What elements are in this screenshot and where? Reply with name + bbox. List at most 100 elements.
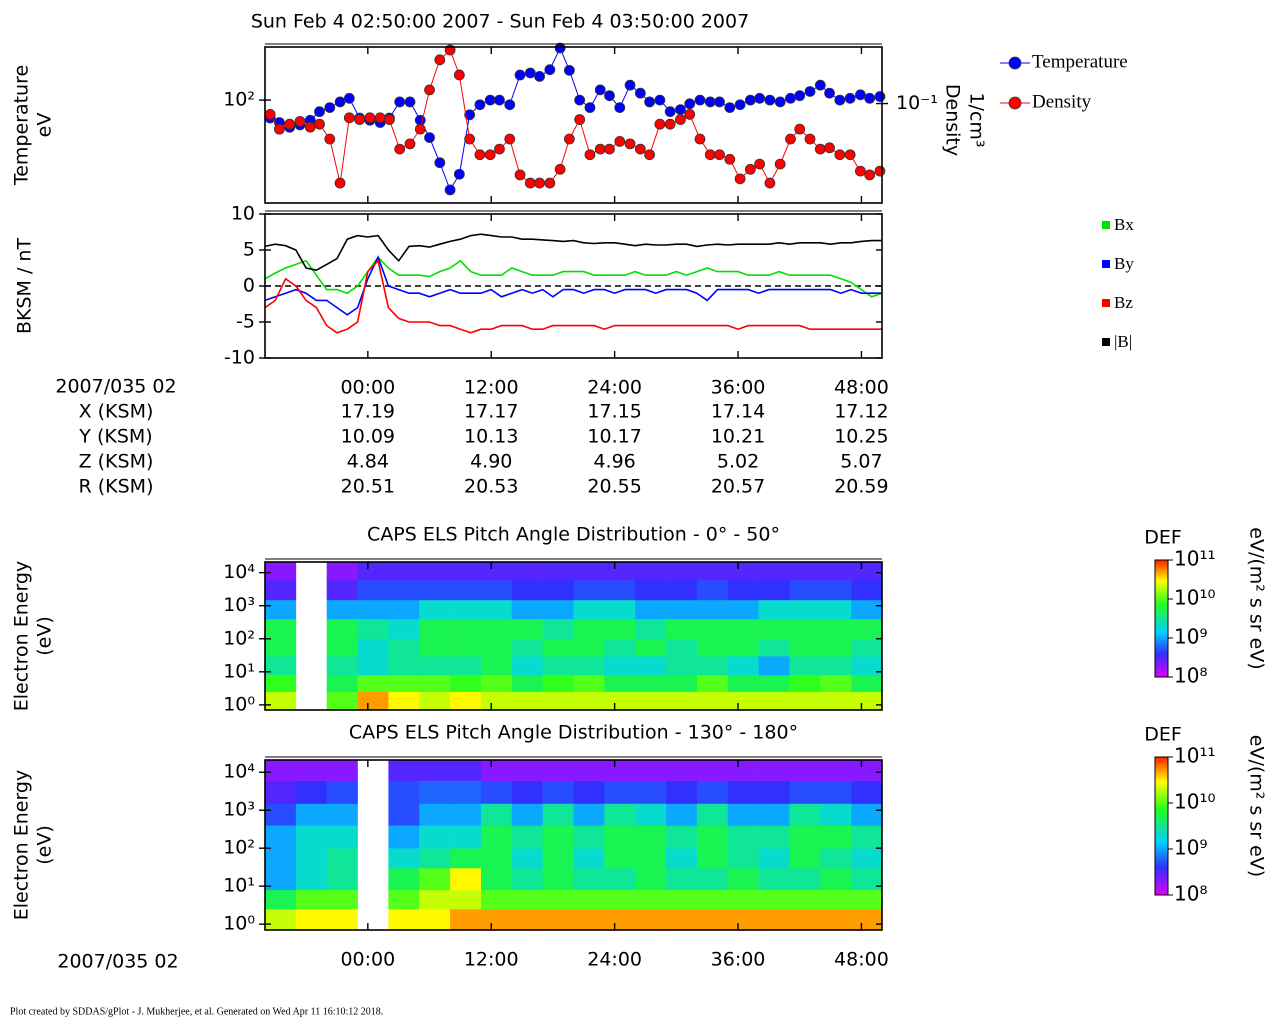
heat-cell: [727, 579, 759, 601]
heat-cell: [480, 889, 513, 910]
colorbar-tick-label: 10⁹: [1174, 836, 1207, 860]
heat-cell: [326, 618, 358, 640]
heat-cell: [480, 760, 513, 781]
heat-cell: [789, 848, 821, 869]
data-point: [724, 153, 736, 165]
data-point: [855, 89, 866, 101]
heat-cell: [789, 675, 821, 693]
data-point: [563, 64, 575, 76]
data-point: [424, 84, 435, 96]
data-point: [804, 86, 816, 97]
heat-cell: [758, 889, 790, 910]
heat-cell: [635, 579, 667, 601]
heat-cell: [789, 562, 821, 581]
data-point: [774, 158, 786, 170]
heat-cell: [450, 599, 482, 620]
heat-cell: [450, 656, 482, 676]
heat-cell: [727, 618, 759, 640]
heat-cell: [666, 562, 698, 581]
y-tick-label: -5: [236, 311, 255, 333]
data-point: [834, 94, 846, 106]
heat-cell: [635, 638, 667, 657]
heat-cell: [388, 889, 420, 910]
heat-cell: [820, 579, 852, 601]
heat-cell: [666, 691, 698, 711]
data-point: [644, 96, 655, 108]
heat-cell: [511, 803, 543, 826]
heat-cell: [480, 618, 513, 640]
data-point: [404, 138, 416, 150]
heat-cell: [696, 599, 729, 620]
heat-cell: [265, 825, 297, 849]
data-point: [724, 102, 736, 114]
colorbar-tick-label: 10⁹: [1174, 625, 1207, 649]
heat-cell: [696, 780, 729, 804]
heat-cell: [758, 618, 790, 640]
heat-cell: [388, 760, 420, 781]
heat-cell: [666, 909, 698, 931]
heat-cell: [851, 803, 883, 826]
heat-cell: [388, 656, 420, 676]
plot-title: Sun Feb 4 02:50:00 2007 - Sun Feb 4 03:5…: [251, 11, 749, 33]
heat-cell: [758, 803, 790, 826]
heat-cell: [542, 618, 574, 640]
heat-cell: [419, 599, 451, 620]
heat-cell: [542, 803, 574, 826]
heat-cell: [295, 909, 327, 931]
data-point: [684, 108, 696, 120]
ephemeris-label: R (KSM): [79, 476, 154, 498]
data-point: [844, 149, 856, 161]
heat-cell: [820, 599, 852, 620]
heat-cell: [295, 848, 327, 869]
heat-cell: [419, 562, 451, 581]
data-point: [785, 133, 796, 145]
data-point: [544, 64, 556, 76]
legend-label: Bx: [1114, 215, 1134, 234]
heat-cell: [604, 675, 636, 693]
data-point: [494, 143, 505, 155]
heat-cell: [666, 868, 698, 891]
heat-cell: [450, 868, 482, 891]
heat-cell: [604, 562, 636, 581]
heat-cell: [666, 638, 698, 657]
heat-cell: [573, 675, 605, 693]
heat-cell: [357, 579, 389, 601]
heat-cell: [542, 691, 574, 711]
heat-cell: [450, 691, 482, 711]
data-point: [574, 114, 586, 125]
heat-cell: [758, 675, 790, 693]
data-point: [794, 123, 806, 135]
heat-cell: [604, 579, 636, 601]
data-point: [754, 92, 766, 104]
data-point: [874, 165, 886, 177]
data-point: [744, 94, 756, 106]
heat-cell: [388, 825, 420, 849]
heat-cell: [696, 656, 729, 676]
y-tick-label: 10¹: [223, 875, 255, 897]
heat-cell: [820, 618, 852, 640]
legend-marker: [1008, 56, 1022, 70]
heat-cell: [727, 848, 759, 869]
heat-cell: [696, 909, 729, 931]
data-point: [334, 177, 346, 189]
heat-cell: [388, 618, 420, 640]
heat-cell: [604, 868, 636, 891]
data-point: [484, 149, 496, 161]
heat-cell: [542, 562, 574, 581]
heat-cell: [265, 638, 297, 657]
data-point: [675, 114, 686, 125]
heat-cell: [480, 848, 513, 869]
heat-cell: [265, 691, 297, 711]
data-point: [334, 96, 346, 108]
y-tick-label: 10²: [223, 837, 255, 859]
data-point: [354, 114, 366, 125]
data-point: [814, 79, 826, 91]
heat-cell: [573, 618, 605, 640]
heat-cell: [265, 889, 297, 910]
heat-cell: [326, 760, 358, 781]
time-origin: 2007/035 02: [55, 376, 176, 398]
heat-cell: [666, 579, 698, 601]
data-point: [664, 106, 676, 118]
series-line: [264, 255, 883, 298]
data-point: [684, 98, 696, 110]
